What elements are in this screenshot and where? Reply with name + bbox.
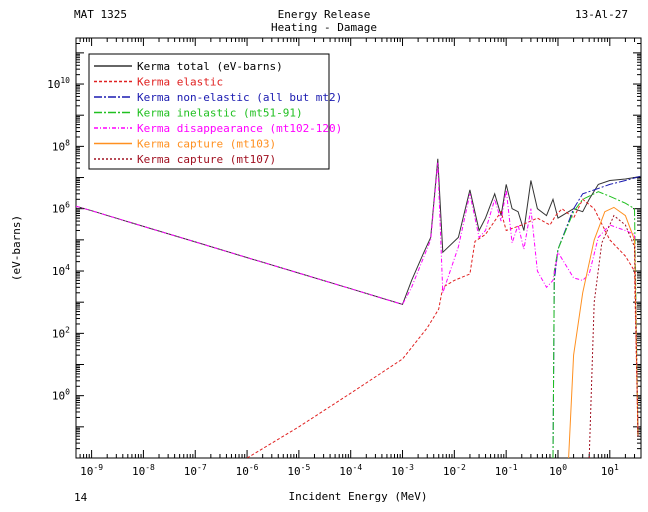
x-tick-label: 10-6 [236,463,259,478]
series-line-4 [76,162,639,437]
page-number: 14 [74,491,88,504]
x-tick-label: 10-4 [339,463,362,478]
y-tick-label: 1010 [47,76,70,91]
series-line-6 [588,214,639,458]
y-tick-labels: 100 102 104 106 108 1010 [47,76,70,403]
x-tick-label: 10-9 [80,463,103,478]
legend-box [88,53,330,170]
series-line-0 [76,158,641,306]
x-tick-label: 10-8 [132,463,155,478]
plot-frame [75,37,642,459]
chart-title-line2: Heating - Damage [271,21,377,34]
mat-label: MAT 1325 [74,8,127,21]
legend-label: Kerma inelastic (mt51-91) [137,107,303,120]
legend: Kerma total (eV-barns) Kerma elastic Kerma… [88,53,342,170]
y-tick-label: 102 [52,325,70,340]
x-tick-label: 10-1 [495,463,518,478]
series-lines [76,158,641,458]
y-tick-label: 108 [52,138,70,153]
legend-label: Kerma elastic [137,76,223,89]
x-tick-label: 10-7 [184,463,207,478]
legend-label: Kerma non-elastic (all but mt2) [137,91,342,104]
y-tick-label: 100 [52,388,70,403]
y-tick-label: 106 [52,201,70,216]
x-tick-label: 10-2 [443,463,466,478]
x-tick-label: 10-3 [391,463,414,478]
y-axis-label: (eV-barns) [10,215,23,281]
evaluation-id: 13-Al-27 [575,8,628,21]
x-tick-labels: 10-9 10-8 10-7 10-6 10-5 10-4 10-3 10-2 10-1 100 1… [80,463,619,478]
legend-label: Kerma disappearance (mt102-120) [137,122,342,135]
legend-label: Kerma capture (mt107) [137,153,276,166]
x-axis-label: Incident Energy (MeV) [288,490,427,503]
series-line-1 [246,198,639,458]
y-tick-label: 104 [52,263,70,278]
x-tick-label: 100 [549,463,567,478]
chart-title-line1: Energy Release [277,8,371,21]
series-line-5 [568,206,639,458]
series-line-2 [552,175,641,458]
x-tick-label: 101 [601,463,619,478]
series-line-3 [552,191,639,458]
legend-label: Kerma total (eV-barns) [137,60,283,73]
x-tick-label: 10-5 [287,463,310,478]
legend-label: Kerma capture (mt103) [137,138,276,151]
